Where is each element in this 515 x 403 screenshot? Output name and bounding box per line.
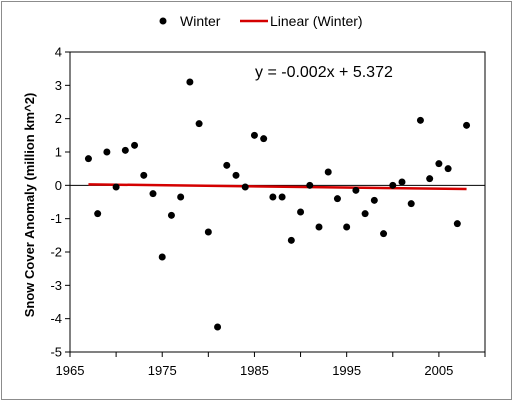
data-point	[315, 223, 323, 231]
data-point	[435, 160, 443, 168]
data-point	[416, 116, 424, 124]
y-tick-label: -5	[50, 345, 62, 360]
data-point	[241, 183, 249, 191]
plot-area: 4 3 2 1 0 -1 -2 -3 -4 -5 1965 1975 1985 1995 2005	[50, 45, 486, 378]
data-point	[463, 121, 471, 129]
y-tick-label: -3	[50, 278, 62, 293]
x-tick-label: 1985	[240, 363, 269, 378]
data-point	[361, 210, 369, 218]
data-point	[140, 171, 148, 179]
legend: Winter Linear (Winter)	[159, 13, 363, 29]
plot-border	[69, 51, 486, 353]
data-point	[297, 208, 305, 216]
data-point	[407, 200, 415, 208]
data-point	[84, 155, 92, 163]
data-point	[333, 195, 341, 203]
data-point	[131, 141, 139, 149]
data-point	[453, 220, 461, 228]
trendline	[88, 183, 467, 191]
data-point	[94, 210, 102, 218]
y-tick-label: -1	[50, 211, 62, 226]
y-tick-label: 2	[55, 111, 62, 126]
y-axis-label: Snow Cover Anomaly (million km^2)	[22, 93, 37, 318]
x-tick-label: 1975	[148, 363, 177, 378]
data-point	[250, 131, 258, 139]
data-point	[389, 181, 397, 189]
x-tick-label: 1965	[56, 363, 85, 378]
data-point	[426, 175, 434, 183]
data-point	[324, 168, 332, 176]
legend-label-trendline: Linear (Winter)	[270, 13, 363, 29]
y-tick-label: 3	[55, 78, 62, 93]
data-point	[260, 135, 268, 143]
data-point	[232, 171, 240, 179]
data-point	[352, 186, 360, 194]
data-point	[278, 193, 286, 201]
data-point	[214, 323, 222, 331]
x-tick-label: 1995	[332, 363, 361, 378]
trendline-equation: y = -0.002x + 5.372	[255, 64, 393, 81]
data-point	[370, 196, 378, 204]
legend-label-winter: Winter	[180, 13, 221, 29]
data-point	[444, 165, 452, 173]
data-point	[223, 161, 231, 169]
data-point	[306, 181, 314, 189]
data-point	[204, 228, 212, 236]
legend-marker-winter	[159, 17, 167, 25]
data-point	[195, 120, 203, 128]
x-tick-label: 2005	[424, 363, 453, 378]
data-point	[112, 183, 120, 191]
data-point	[103, 148, 111, 156]
y-tick-label: -2	[50, 245, 62, 260]
data-point	[177, 193, 185, 201]
data-point	[167, 211, 175, 219]
y-tick-label: -4	[50, 311, 62, 326]
data-point	[186, 78, 194, 86]
data-point	[121, 146, 129, 154]
data-point	[343, 223, 351, 231]
y-tick-label: 4	[55, 45, 62, 60]
data-point	[287, 236, 295, 244]
data-point	[158, 253, 166, 261]
data-point	[398, 178, 406, 186]
y-tick-label: 0	[55, 178, 62, 193]
y-tick-label: 1	[55, 145, 62, 160]
data-point	[380, 230, 388, 238]
data-point	[149, 190, 157, 198]
data-point	[269, 193, 277, 201]
